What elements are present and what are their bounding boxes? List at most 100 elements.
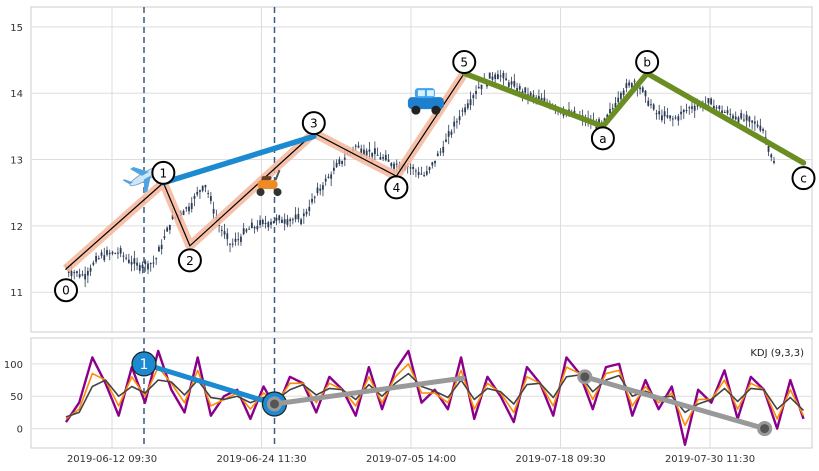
candle-body: [272, 221, 275, 224]
wave-label-text: 4: [393, 181, 401, 195]
candle-body: [507, 82, 510, 87]
candle-body: [655, 113, 658, 115]
candle-body: [335, 162, 338, 168]
candle-body: [294, 214, 297, 220]
kdj-pivot-line: [272, 375, 466, 407]
candle-body: [425, 171, 428, 175]
candle-body: [540, 97, 543, 101]
wave-label-circle: [452, 50, 477, 75]
candle-body: [762, 129, 764, 131]
candle-body: [677, 116, 680, 121]
candle-body: [324, 178, 327, 182]
candle-body: [343, 157, 346, 160]
x-tick-label: 2019-07-05 14:00: [366, 454, 456, 465]
candle-body: [652, 104, 655, 110]
candle-body: [734, 116, 737, 120]
car-wheel: [411, 105, 421, 115]
candle-body: [417, 172, 420, 175]
car-window: [417, 90, 425, 97]
candle-body: [149, 263, 152, 265]
wave-label-circle: [635, 50, 660, 75]
candle-body: [628, 82, 631, 86]
candle-body: [171, 214, 174, 219]
trend-line: [600, 70, 650, 130]
candle-body: [743, 119, 745, 121]
candle-body: [773, 161, 775, 163]
candle-body: [753, 121, 756, 124]
candle-body: [226, 233, 229, 240]
candle-body: [127, 259, 130, 263]
candle-body: [138, 265, 141, 271]
candle-body: [256, 226, 259, 230]
candle-body: [291, 219, 294, 221]
x-tick-label: 2019-07-30 11:30: [665, 454, 755, 465]
candle-body: [414, 170, 417, 172]
candle-body: [671, 118, 674, 120]
candle-body: [729, 113, 732, 115]
candle-body: [669, 115, 672, 119]
candle-body: [620, 92, 622, 99]
candle-body: [710, 98, 713, 105]
kdj-lines: [65, 349, 805, 446]
candle-body: [505, 78, 508, 81]
wave-line: [65, 72, 465, 270]
candle-body: [196, 191, 199, 195]
candle-body: [245, 229, 248, 232]
candle-body: [86, 270, 89, 276]
candle-body: [666, 115, 669, 118]
candle-body: [661, 115, 663, 121]
candle-body: [103, 255, 106, 261]
candle-body: [283, 219, 286, 224]
candle-body: [218, 224, 220, 226]
candle-body: [259, 220, 261, 226]
candle-body: [535, 97, 538, 99]
candle-body: [513, 80, 516, 87]
candle-body: [92, 262, 95, 265]
candle-body: [543, 97, 546, 102]
candle-body: [76, 271, 78, 274]
wave-label-text: 0: [62, 284, 70, 298]
scooter-icon: [256, 169, 282, 197]
candle-body: [365, 150, 368, 156]
candle-body: [220, 229, 223, 231]
wave-label-circle: [590, 126, 615, 151]
kdj-pivots: 13: [131, 351, 773, 437]
candle-body: [125, 257, 128, 259]
candle-body: [267, 222, 270, 228]
kdj-series-line: [65, 349, 805, 446]
candle-body: [625, 83, 628, 89]
car-window: [426, 90, 434, 97]
candle-body: [289, 219, 292, 222]
candle-body: [65, 268, 67, 270]
candle-body: [748, 116, 751, 122]
candle-body: [360, 148, 363, 155]
candle-body: [751, 120, 754, 123]
candle-body: [475, 91, 477, 95]
candle-body: [453, 121, 456, 127]
x-tick-label: 2019-06-24 11:30: [216, 454, 306, 465]
candle-body: [190, 203, 193, 209]
trend-line: [160, 133, 317, 186]
wave-label-text: 5: [460, 56, 468, 70]
candle-body: [168, 224, 171, 230]
candle-body: [193, 195, 196, 199]
candle-body: [313, 196, 316, 198]
candle-body: [229, 243, 231, 245]
candle-body: [472, 95, 475, 99]
candle-body: [674, 117, 677, 119]
candle-body: [89, 267, 92, 272]
trend-lines: [160, 70, 807, 186]
candle-body: [286, 219, 289, 225]
candle-body: [488, 72, 491, 79]
scooter-wheel: [273, 188, 282, 197]
candle-body: [70, 271, 73, 277]
candle-body: [767, 145, 770, 152]
candle-body: [207, 192, 210, 194]
candle-body: [745, 114, 748, 121]
candle-body: [696, 105, 699, 107]
kdj-pivot-dot: [577, 369, 593, 385]
candle-body: [641, 87, 644, 92]
airplane-wing: [143, 175, 151, 194]
candle-body: [718, 105, 721, 109]
trend-line: [644, 70, 807, 166]
